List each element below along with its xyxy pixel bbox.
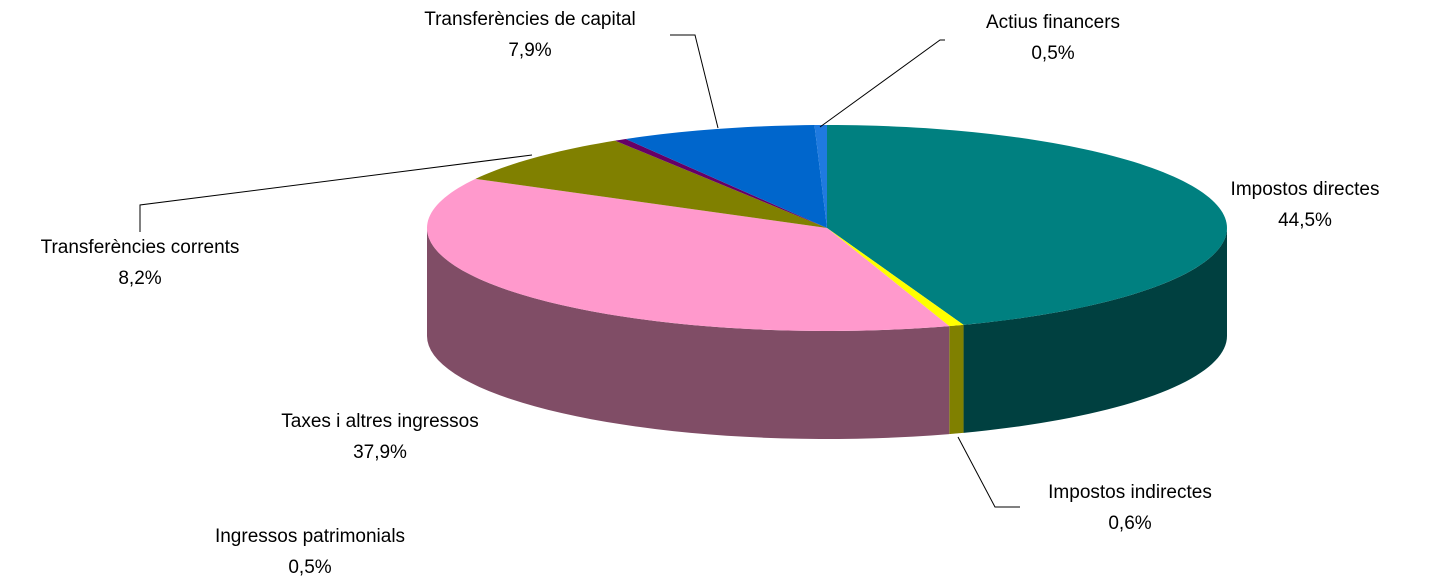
- slice: [814, 125, 827, 228]
- labels: Impostos directes 44,5% Impostos indirecte…: [41, 9, 1380, 578]
- leader-line: [819, 39, 945, 128]
- pie-sides: [427, 228, 1227, 439]
- slice-value-label: 8,2%: [118, 268, 161, 289]
- slice-value-label: 37,9%: [353, 442, 407, 463]
- slice-side: [963, 228, 1227, 433]
- slice-label: Actius financers: [986, 12, 1120, 33]
- slice-label: Ingressos patrimonials: [215, 526, 405, 547]
- leader-line: [139, 154, 533, 232]
- slice: [827, 125, 1227, 325]
- pie-tops: [427, 125, 1227, 331]
- slice-value-label: 0,5%: [288, 557, 331, 578]
- slice-side: [949, 324, 964, 435]
- leader-line: [957, 436, 1020, 508]
- slice: [827, 228, 964, 327]
- slice-label: Impostos indirectes: [1048, 482, 1212, 503]
- slice-value-label: 7,9%: [508, 40, 551, 61]
- slice: [625, 125, 827, 228]
- slice-label: Transferències de capital: [424, 9, 636, 30]
- slice: [427, 178, 950, 331]
- slice-value-label: 0,5%: [1031, 43, 1074, 64]
- slice-label: Transferències corrents: [41, 237, 240, 258]
- slice-value-label: 44,5%: [1278, 210, 1332, 231]
- leader-lines: [139, 34, 1020, 508]
- slice-label: Impostos directes: [1231, 179, 1380, 200]
- slice: [475, 140, 827, 228]
- slice-side: [427, 228, 950, 439]
- slice: [614, 138, 827, 228]
- slice-label: Taxes i altres ingressos: [281, 411, 478, 432]
- leader-line: [670, 34, 719, 129]
- slice-value-label: 0,6%: [1108, 513, 1151, 534]
